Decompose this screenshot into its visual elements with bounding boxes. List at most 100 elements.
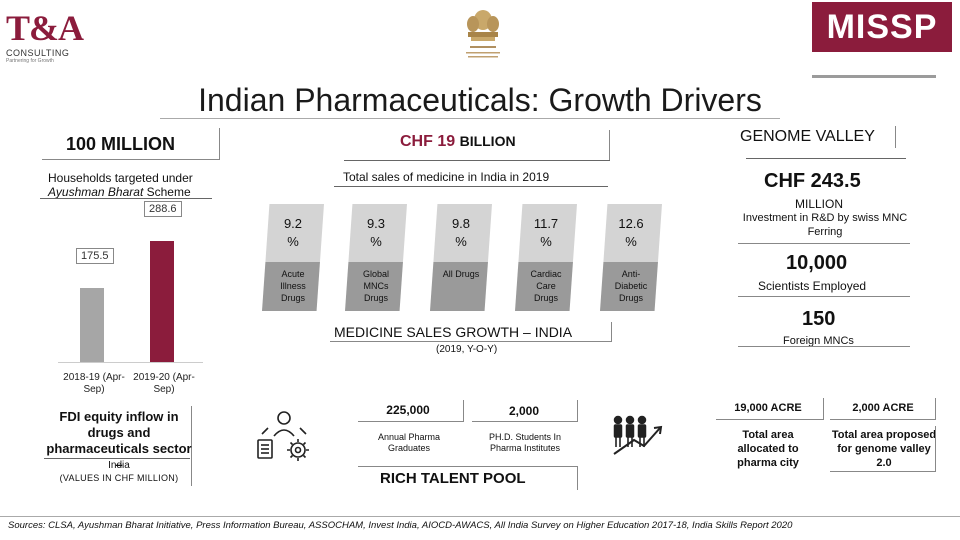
growth-label: Global MNCs Drugs (345, 262, 407, 311)
bar-1 (80, 288, 104, 362)
growth-label-text: Anti-Diabetic Drugs (614, 269, 648, 303)
households-sub-line1: Households targeted under (48, 171, 193, 185)
growth-column-4: 11.7% Cardiac Care Drugs (515, 204, 577, 311)
growth-value: 9.8 (451, 216, 471, 231)
households-headline: 100 MILLION (66, 134, 176, 154)
growth-unit: % (540, 234, 552, 249)
genome-scientists-value: 10,000 (786, 252, 848, 274)
growth-label-text: Cardiac Care Drugs (530, 269, 562, 303)
phd-value: 2,000 (508, 404, 540, 418)
growth-value: 9.2 (283, 216, 303, 231)
national-emblem-icon (458, 6, 508, 64)
sources-divider (0, 516, 960, 517)
growth-subtitle: (2019, Y-O-Y) (436, 344, 498, 355)
genome-valley-2-label: Total area proposed for genome valley 2.… (831, 429, 937, 469)
phd-label: PH.D. Students In Pharma Institutes (488, 432, 562, 453)
fdi-divider (44, 458, 190, 459)
households-scheme-name: Ayushman Bharat (48, 185, 144, 199)
genome-investment-value: CHF 243.5 (764, 170, 861, 192)
missp-logo: MISSP (812, 2, 952, 52)
fdi-unit: (VALUES IN CHF MILLION) (59, 473, 179, 483)
sales-sub-divider (334, 186, 608, 187)
genome-valley-title: GENOME VALLEY (740, 128, 875, 145)
title-divider (160, 118, 780, 119)
genome-investment-unit: MILLION (795, 197, 844, 211)
households-frame (42, 128, 220, 160)
ta-logo-tagline: Partnering for Growth (6, 58, 54, 64)
growth-column-1: 9.2% Acute Illness Drugs (262, 204, 324, 311)
ta-consulting-logo: T&A CONSULTING Partnering for Growth (6, 8, 96, 70)
ta-logo-text: T&A (6, 8, 84, 48)
growth-value: 9.3 (366, 216, 386, 231)
pharma-city-acre: 19,000 ACRE (734, 402, 802, 414)
talent-title: RICH TALENT POOL (380, 470, 526, 487)
fdi-country: India (108, 460, 130, 471)
grads-label: Annual Pharma Graduates (377, 432, 441, 453)
genome-divider-1 (738, 243, 910, 244)
sales-headline-unit: BILLION (459, 133, 516, 149)
growth-value-cell: 9.8% (430, 204, 492, 262)
fdi-title: FDI equity inflow in drugs and pharmaceu… (46, 409, 192, 472)
growth-label-text: Global MNCs Drugs (362, 269, 389, 303)
genome-valley-2-acre: 2,000 ACRE (852, 402, 914, 414)
households-scheme-suffix: Scheme (143, 185, 191, 199)
ta-logo-sub: CONSULTING (6, 48, 70, 58)
households-divider (40, 198, 212, 199)
households-description: Households targeted under Ayushman Bhara… (48, 171, 193, 199)
genome-scientists-label: Scientists Employed (758, 279, 867, 293)
pharma-city-label: Total area allocated to pharma city (737, 429, 799, 469)
sales-divider (344, 160, 610, 161)
genome-investment-label: Investment in R&D by swiss MNC Ferring (742, 212, 908, 238)
growth-label: Anti-Diabetic Drugs (600, 262, 662, 311)
growth-column-5: 12.6% Anti-Diabetic Drugs (600, 204, 662, 311)
people-growth-icon (610, 410, 670, 460)
genome-mncs-label: Foreign MNCs (783, 335, 854, 347)
grads-frame (358, 400, 464, 422)
growth-unit: % (455, 234, 467, 249)
sources-footnote: Sources: CLSA, Ayushman Bharat Initiativ… (8, 520, 793, 531)
bar-value-label-1: 175.5 (76, 248, 114, 265)
bar-value-label-2: 288.6 (144, 200, 182, 217)
missp-logo-underline (812, 75, 936, 78)
growth-label-text: Acute Illness Drugs (280, 269, 306, 303)
growth-value-cell: 9.2% (262, 204, 324, 262)
bar-category-label-2: 2019-20 (Apr-Sep) (133, 372, 195, 395)
growth-unit: % (287, 234, 299, 249)
growth-value-cell: 12.6% (600, 204, 662, 262)
sales-description: Total sales of medicine in India in 2019 (343, 170, 550, 184)
genome-valley-divider (746, 158, 906, 159)
bar-category-label-1: 2018-19 (Apr-Sep) (63, 372, 125, 395)
pharma-city-frame (716, 398, 824, 420)
growth-value: 12.6 (618, 216, 644, 231)
growth-label: Acute Illness Drugs (262, 262, 324, 311)
sales-headline-main: CHF 19 (400, 133, 460, 150)
genome-mncs-value: 150 (802, 308, 836, 330)
genome-valley-frame (736, 126, 896, 148)
bar-chart-axis (58, 362, 203, 363)
growth-unit: % (370, 234, 382, 249)
sales-frame (342, 130, 610, 160)
growth-value-cell: 11.7% (515, 204, 577, 262)
page-title: Indian Pharmaceuticals: Growth Drivers (198, 82, 762, 118)
genome-valley-2-frame (830, 398, 936, 420)
genome-valley-2-label-frame (830, 426, 936, 472)
investor-gear-icon (254, 406, 314, 466)
talent-title-frame (358, 466, 578, 490)
growth-value: 11.7 (533, 216, 559, 231)
growth-title-frame (330, 322, 612, 342)
growth-value-cell: 9.3% (345, 204, 407, 262)
phd-frame (472, 400, 578, 422)
growth-label: All Drugs (430, 262, 492, 311)
fdi-frame (42, 406, 192, 486)
growth-label: Cardiac Care Drugs (515, 262, 577, 311)
genome-divider-3 (738, 346, 910, 347)
growth-title: MEDICINE SALES GROWTH – INDIA (334, 324, 573, 340)
grads-value: 225,000 (386, 403, 430, 417)
growth-label-text: All Drugs (442, 269, 480, 279)
genome-divider-2 (738, 296, 910, 297)
growth-column-3: 9.8% All Drugs (430, 204, 492, 311)
bar-2 (150, 240, 174, 362)
growth-unit: % (625, 234, 637, 249)
growth-column-2: 9.3% Global MNCs Drugs (345, 204, 407, 311)
sales-headline: CHF 19 BILLION (400, 133, 516, 151)
